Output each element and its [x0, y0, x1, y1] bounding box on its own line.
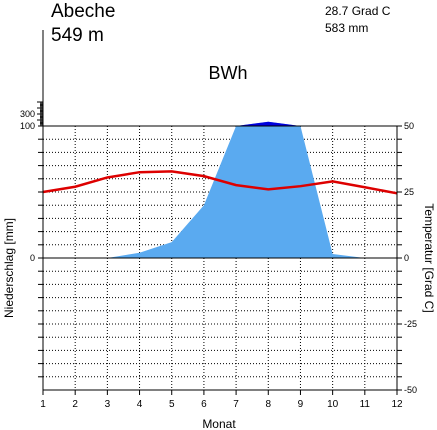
temperature-line — [42, 170, 398, 195]
month-tick-label: 6 — [201, 399, 207, 410]
precipitation-area — [43, 121, 397, 258]
precip-tick-label: 100 — [20, 121, 35, 131]
temp-tick-label: 25 — [404, 187, 414, 197]
temperature-series — [42, 170, 398, 195]
month-tick-label: 12 — [391, 399, 403, 410]
precipitation-excess-area — [236, 121, 301, 126]
right-axis-label: Temperatur [Grad C] — [422, 203, 436, 312]
month-tick-label: 5 — [169, 399, 175, 410]
mean-temperature: 28.7 Grad C — [325, 4, 391, 18]
precipitation-series — [43, 121, 397, 258]
month-tick-label: 1 — [40, 399, 46, 410]
month-tick-label: 2 — [72, 399, 78, 410]
climate-class: BWh — [208, 63, 247, 83]
month-tick-label: 8 — [265, 399, 271, 410]
month-tick-label: 11 — [360, 399, 371, 410]
left-axis-label: Niederschlag [mm] — [2, 218, 16, 318]
month-tick-label: 4 — [137, 399, 143, 410]
month-tick-label: 7 — [233, 399, 239, 410]
station-elevation: 549 m — [51, 25, 104, 46]
temp-tick-label: 50 — [404, 121, 414, 131]
precip-tick-label: 300 — [20, 109, 35, 119]
temp-tick-label: -25 — [404, 319, 417, 329]
x-axis-label: Monat — [202, 417, 236, 430]
annual-precipitation: 583 mm — [325, 21, 368, 35]
temp-tick-label: 0 — [404, 253, 409, 263]
month-tick-label: 10 — [327, 399, 339, 410]
temp-tick-label: -50 — [404, 385, 417, 395]
station-name: Abeche — [51, 1, 115, 22]
header: Abeche 549 m 28.7 Grad C 583 mm BWh — [51, 1, 391, 83]
month-tick-label: 9 — [298, 399, 304, 410]
month-tick-label: 3 — [105, 399, 111, 410]
precip-tick-label: 0 — [30, 253, 35, 263]
